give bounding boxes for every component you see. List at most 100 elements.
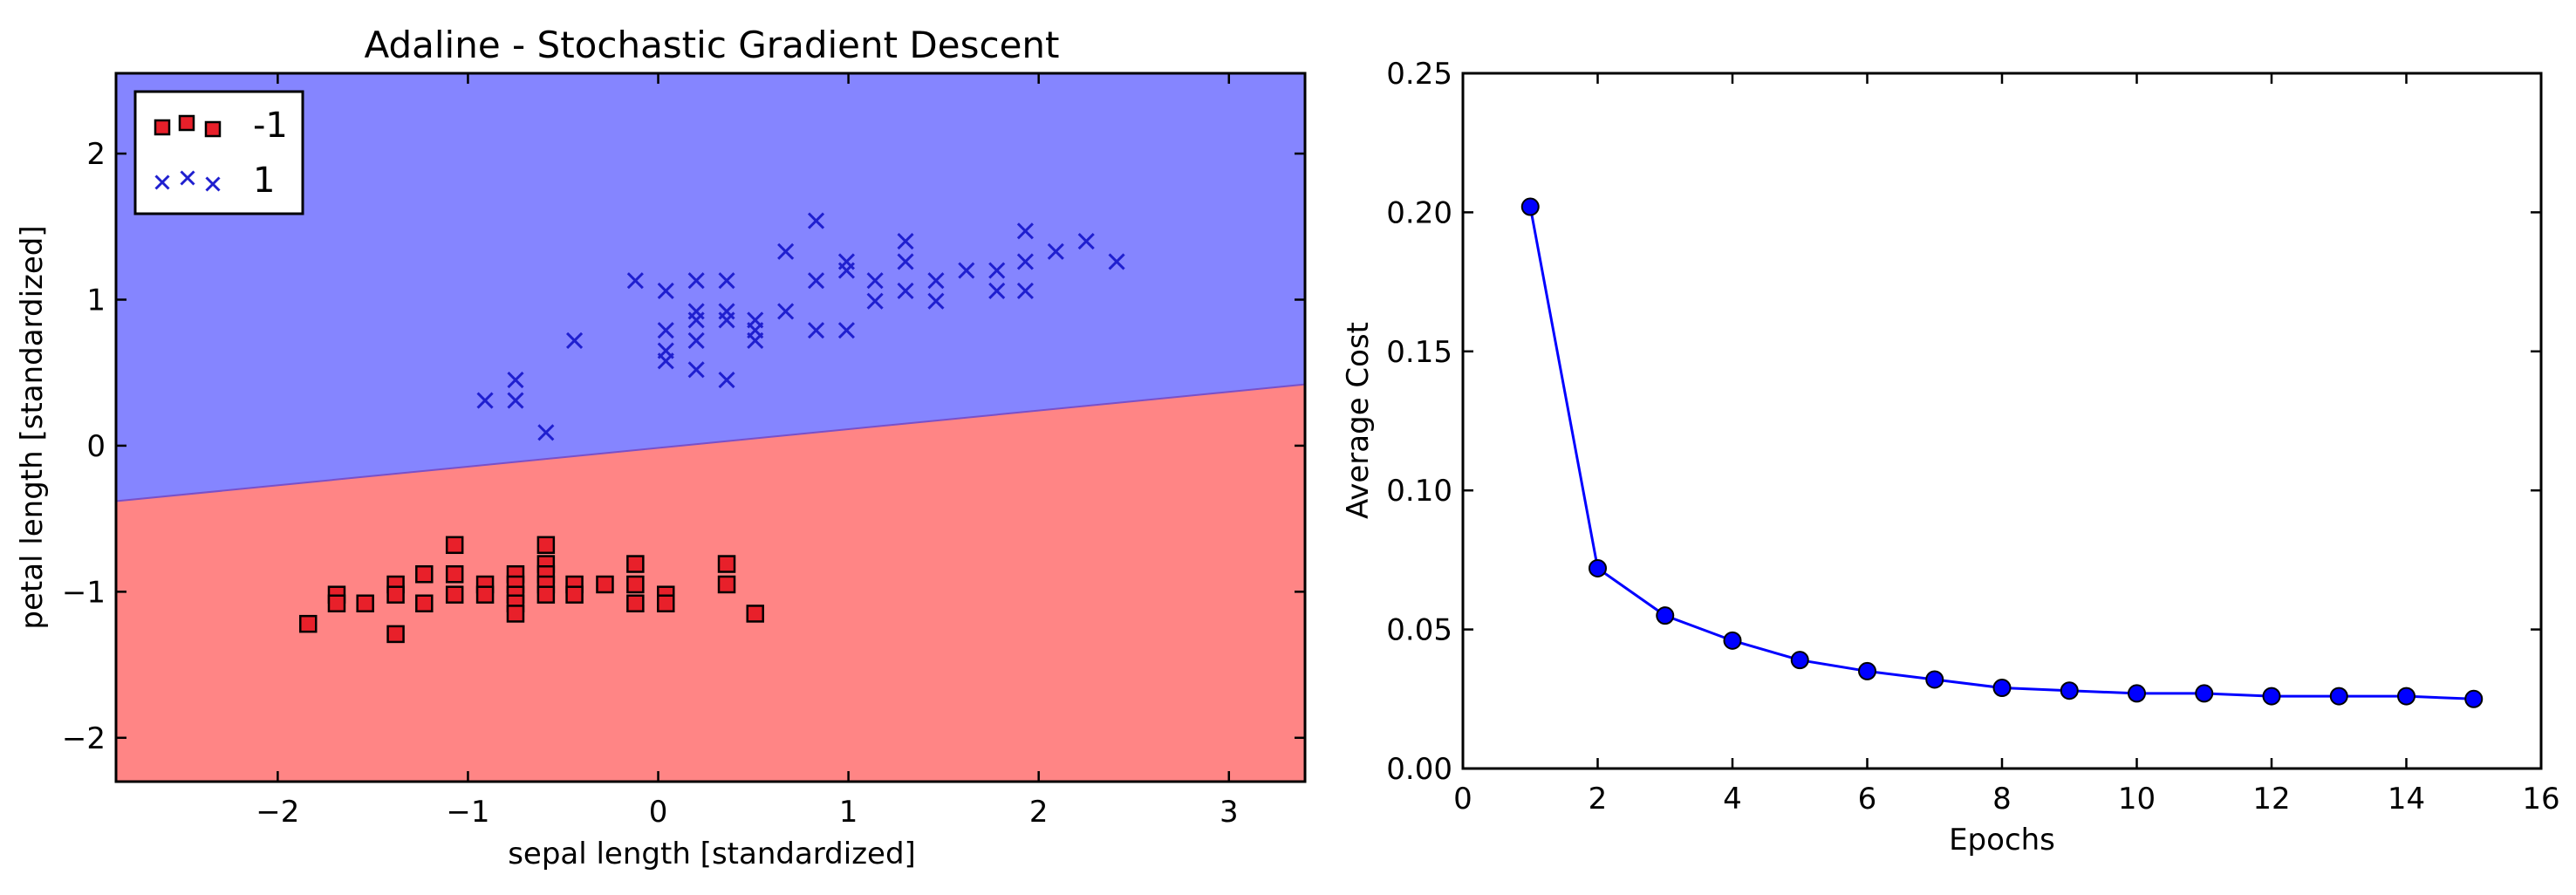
data-point-neg bbox=[415, 594, 434, 612]
data-point-neg bbox=[596, 575, 614, 594]
data-point-pos bbox=[718, 272, 735, 290]
cost-point bbox=[1992, 679, 2012, 698]
x-tick-label: 2 bbox=[1589, 782, 1608, 816]
y-tick-label: −2 bbox=[62, 721, 106, 756]
data-point-pos bbox=[1016, 253, 1034, 270]
data-point-pos bbox=[657, 352, 674, 370]
data-point-pos bbox=[566, 331, 584, 349]
data-point-neg bbox=[356, 594, 374, 612]
decision-boundary bbox=[115, 383, 1306, 502]
cost-point bbox=[2128, 684, 2146, 703]
legend: -1 1 bbox=[133, 90, 304, 215]
data-point-pos bbox=[747, 331, 764, 349]
data-point-neg bbox=[536, 585, 556, 604]
data-point-pos bbox=[897, 232, 914, 250]
y-tick-label: 0.00 bbox=[1386, 752, 1452, 787]
data-point-neg bbox=[475, 585, 495, 604]
data-point-pos bbox=[626, 272, 644, 290]
x-axis-label: Epochs bbox=[1949, 823, 2055, 857]
legend-label-neg: -1 bbox=[253, 106, 288, 146]
cost-point bbox=[2195, 684, 2214, 703]
x-tick-label: 6 bbox=[1858, 782, 1877, 816]
data-point-pos bbox=[1047, 243, 1064, 260]
data-point-neg bbox=[536, 536, 556, 555]
cost-point bbox=[1858, 661, 1876, 680]
data-point-pos bbox=[958, 262, 975, 279]
decision-regions bbox=[115, 73, 1306, 782]
data-points bbox=[299, 212, 1125, 644]
region-class-neg bbox=[116, 384, 1305, 782]
x-axis-label: sepal length [standardized] bbox=[508, 837, 916, 871]
data-point-pos bbox=[718, 311, 735, 329]
y-tick-label: −1 bbox=[62, 575, 106, 610]
plot-title: Adaline - Stochastic Gradient Descent bbox=[364, 24, 1059, 66]
data-point-pos bbox=[687, 361, 705, 379]
y-tick-label: 0.10 bbox=[1386, 474, 1452, 509]
legend-marker-neg bbox=[154, 119, 171, 136]
data-point-pos bbox=[837, 322, 855, 339]
cost-point bbox=[2060, 681, 2079, 700]
data-point-neg bbox=[445, 585, 464, 604]
x-tick-label: 0 bbox=[649, 795, 668, 830]
data-point-neg bbox=[626, 555, 645, 573]
data-point-neg bbox=[717, 555, 736, 573]
y-tick-label: 0.05 bbox=[1386, 613, 1452, 648]
data-point-pos bbox=[507, 392, 524, 409]
x-tick-label: 8 bbox=[1992, 782, 2012, 816]
data-point-pos bbox=[777, 303, 795, 320]
data-point-pos bbox=[507, 372, 524, 389]
data-point-pos bbox=[476, 392, 494, 409]
x-tick-label: 0 bbox=[1453, 782, 1472, 816]
y-tick-label: 0 bbox=[86, 429, 106, 464]
data-point-pos bbox=[837, 262, 855, 279]
data-point-neg bbox=[657, 594, 675, 612]
y-tick-label: 0.20 bbox=[1386, 195, 1452, 230]
legend-label-pos: 1 bbox=[253, 161, 275, 201]
cost-plot: 0 2 4 6 8 10 12 14 16 0.00 0.05 0.10 0.15 0.20 0.25 Ep… bbox=[1341, 57, 2560, 857]
data-point-pos bbox=[657, 282, 674, 300]
y-tick-label: 0.25 bbox=[1386, 57, 1452, 92]
data-point-pos bbox=[687, 311, 705, 329]
data-point-pos bbox=[537, 424, 555, 441]
x-tick-label: 12 bbox=[2252, 782, 2290, 816]
data-point-pos bbox=[807, 272, 825, 290]
plot-frame bbox=[1461, 72, 2543, 770]
data-point-neg bbox=[626, 594, 645, 612]
data-point-pos bbox=[866, 292, 884, 310]
data-point-neg bbox=[327, 594, 346, 612]
cost-point bbox=[1656, 606, 1675, 625]
cost-line bbox=[1528, 206, 2474, 700]
x-tick-label: −1 bbox=[446, 795, 489, 830]
data-point-neg bbox=[445, 565, 464, 584]
legend-marker-pos bbox=[154, 174, 170, 190]
cost-point bbox=[1925, 670, 1944, 689]
data-point-pos bbox=[866, 272, 884, 290]
data-point-pos bbox=[927, 292, 945, 310]
data-point-neg bbox=[415, 565, 434, 584]
y-axis-label: petal length [standardized] bbox=[15, 225, 50, 629]
cost-point bbox=[2329, 687, 2348, 706]
cost-point bbox=[2464, 689, 2484, 708]
y-tick-label: 1 bbox=[86, 284, 106, 318]
legend-marker-pos bbox=[205, 176, 221, 192]
cost-point bbox=[1589, 558, 1607, 577]
axis-ticks: 0 2 4 6 8 10 12 14 16 0.00 0.05 0.10 0.15 0.20 0.25 bbox=[1386, 57, 2559, 816]
data-point-pos bbox=[1016, 222, 1034, 240]
cost-points bbox=[1520, 197, 2484, 708]
legend-box bbox=[133, 90, 304, 215]
data-point-pos bbox=[1016, 282, 1034, 300]
data-point-pos bbox=[897, 282, 914, 300]
x-tick-label: 10 bbox=[2118, 782, 2156, 816]
data-point-pos bbox=[687, 331, 705, 349]
region-class-pos bbox=[116, 73, 1305, 502]
cost-point bbox=[1520, 197, 1540, 216]
data-point-pos bbox=[1077, 232, 1095, 250]
data-point-neg bbox=[506, 605, 525, 623]
legend-markers bbox=[154, 114, 222, 192]
data-point-neg bbox=[386, 625, 405, 644]
data-point-pos bbox=[657, 322, 674, 339]
legend-marker-pos bbox=[180, 170, 195, 186]
y-axis-label: Average Cost bbox=[1341, 322, 1376, 519]
cost-series-line bbox=[1528, 206, 2474, 700]
